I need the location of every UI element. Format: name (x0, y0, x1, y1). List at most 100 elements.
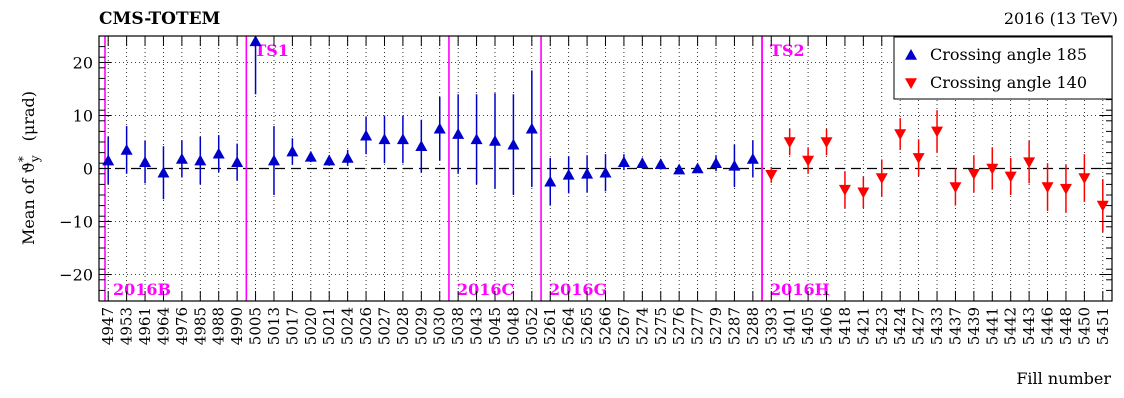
data-point-blue-triangle (581, 167, 594, 179)
data-point-blue-triangle (304, 150, 317, 162)
x-tick-label: 4985 (191, 307, 209, 345)
data-point-blue-triangle (323, 154, 336, 166)
x-tick-label: 5393 (762, 307, 780, 345)
x-tick-label: 5446 (1039, 307, 1057, 345)
data-point-red-triangle (967, 169, 980, 180)
data-point-blue-triangle (691, 162, 704, 174)
x-tick-label: 4988 (210, 307, 228, 345)
x-tick-label: 5274 (633, 307, 651, 345)
x-tick-label: 5005 (247, 307, 265, 345)
data-point-blue-triangle (157, 166, 170, 178)
x-tick-label: 5030 (431, 307, 449, 345)
x-tick-label: 5448 (1057, 307, 1075, 345)
x-tick-label: 5043 (468, 307, 486, 345)
y-axis-label: Mean of ϑ*y (μrad) (16, 91, 42, 245)
x-tick-label: 5439 (965, 307, 983, 345)
x-tick-label: 5451 (1094, 307, 1112, 345)
x-tick-label: 5261 (541, 307, 559, 345)
legend-label-185: Crossing angle 185 (930, 45, 1087, 64)
data-point-blue-triangle (470, 133, 483, 145)
data-point-blue-triangle (286, 145, 299, 157)
period-label: TS2 (770, 41, 805, 60)
data-point-red-triangle (1096, 200, 1109, 212)
data-point-blue-triangle (654, 158, 667, 170)
x-tick-label: 5026 (357, 307, 375, 345)
x-tick-label: 5048 (504, 307, 522, 345)
legend: Crossing angle 185 Crossing angle 140 (893, 36, 1113, 100)
legend-box (893, 36, 1113, 100)
x-tick-label: 5277 (689, 307, 707, 345)
x-tick-label: 5038 (449, 307, 467, 345)
data-point-blue-triangle (673, 163, 686, 175)
data-point-blue-triangle (175, 152, 188, 164)
x-tick-label: 5405 (799, 307, 817, 345)
x-tick-label: 5028 (394, 307, 412, 345)
data-point-blue-triangle (378, 133, 391, 145)
x-tick-label: 5287 (725, 307, 743, 345)
data-point-blue-triangle (212, 147, 225, 159)
data-point-blue-triangle (746, 152, 759, 164)
y-tick-label: 0 (83, 160, 93, 179)
x-tick-label: 5423 (873, 307, 891, 345)
y-tick-label: −10 (59, 213, 93, 232)
period-label: 2016H (770, 280, 830, 299)
data-point-blue-triangle (488, 134, 501, 146)
data-point-blue-triangle (636, 157, 649, 168)
data-point-blue-triangle (710, 157, 723, 168)
data-point-red-triangle (1041, 182, 1054, 194)
x-tick-label: 4947 (99, 307, 117, 345)
y-axis-title-unit: (μrad) (19, 91, 38, 141)
x-tick-label: 5442 (1002, 307, 1020, 345)
y-tick-label: 20 (73, 54, 93, 73)
x-tick-label: 5418 (836, 307, 854, 345)
x-tick-label: 5433 (928, 307, 946, 345)
x-tick-label: 5013 (265, 307, 283, 345)
y-tick-label: −20 (59, 266, 93, 285)
data-point-red-triangle (820, 137, 833, 148)
data-point-red-triangle (765, 170, 778, 181)
data-point-blue-triangle (194, 154, 207, 166)
x-tick-label: 5027 (375, 307, 393, 345)
data-point-blue-triangle (415, 140, 428, 152)
y-tick-label: 10 (73, 107, 93, 126)
data-point-blue-triangle (544, 175, 557, 187)
x-tick-label: 5421 (854, 307, 872, 345)
x-tick-label: 5265 (578, 307, 596, 345)
legend-label-140: Crossing angle 140 (930, 73, 1087, 92)
period-boundary-layer: 2016B TS1 2016C 2016G 2016H TS2 (104, 36, 830, 301)
y-axis-title: Mean of ϑ*y (μrad) (16, 91, 42, 245)
data-point-blue-triangle (139, 156, 152, 167)
x-tick-label: 5279 (707, 307, 725, 345)
x-tick-label: 5264 (560, 307, 578, 345)
data-point-blue-triangle (267, 154, 280, 166)
x-tick-label: 5052 (523, 307, 541, 345)
x-tick-label: 5020 (302, 307, 320, 345)
data-point-blue-triangle (231, 156, 244, 167)
x-tick-label: 5443 (1020, 307, 1038, 345)
x-tick-label: 4961 (136, 307, 154, 345)
data-point-blue-triangle (599, 166, 612, 178)
x-tick-label: 5401 (781, 307, 799, 345)
data-point-blue-triangle (341, 151, 354, 163)
data-point-red-triangle (986, 163, 999, 175)
data-point-blue-triangle (525, 122, 538, 134)
x-tick-label: 5427 (910, 307, 928, 345)
data-point-red-triangle (857, 187, 870, 199)
x-tick-label: 5045 (486, 307, 504, 345)
x-tick-label: 5450 (1075, 307, 1093, 345)
data-point-red-triangle (894, 129, 907, 141)
x-tick-label: 5288 (744, 307, 762, 345)
period-label: 2016B (113, 280, 171, 299)
period-label: 2016C (457, 280, 514, 299)
x-tick-label: 5437 (946, 307, 964, 345)
x-axis-title: Fill number (1016, 369, 1111, 388)
x-tick-label: 5267 (615, 307, 633, 345)
data-point-red-triangle (838, 184, 851, 196)
x-tick-label: 5406 (818, 307, 836, 345)
data-point-red-triangle (931, 126, 944, 138)
run-label: 2016 (13 TeV) (1004, 9, 1118, 28)
x-tick-label: 5024 (339, 307, 357, 345)
x-tick-label: 5424 (891, 307, 909, 345)
